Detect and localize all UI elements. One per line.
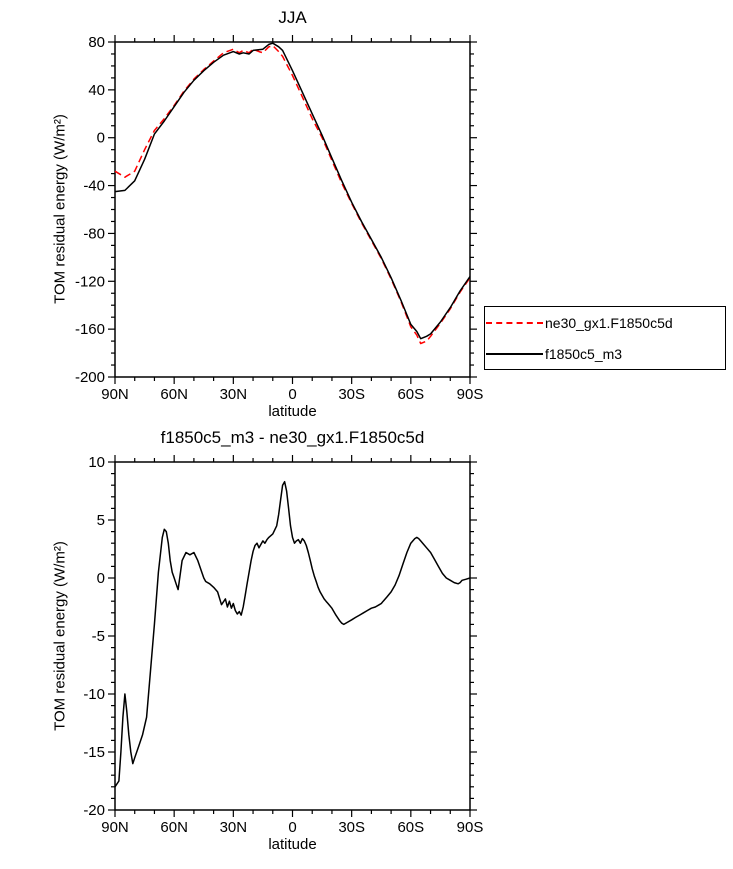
legend-entry-ne30: ne30_gx1.F1850c5d bbox=[485, 308, 725, 338]
y-tick-label: 80 bbox=[88, 34, 105, 51]
y-tick-label: 40 bbox=[88, 82, 105, 99]
x-tick-label: 0 bbox=[288, 386, 296, 403]
y-tick-label: 10 bbox=[88, 454, 105, 471]
y-tick-label: -40 bbox=[83, 178, 105, 195]
y-tick-label: -160 bbox=[75, 321, 105, 338]
x-tick-label: 90S bbox=[457, 819, 484, 836]
y-tick-label: 5 bbox=[97, 512, 105, 529]
x-tick-label: 90N bbox=[101, 819, 129, 836]
top-chart-title: JJA bbox=[278, 8, 307, 27]
y-tick-label: -200 bbox=[75, 369, 105, 386]
legend-dashed-line-sample bbox=[486, 321, 543, 324]
legend-label-f1850c5: f1850c5_m3 bbox=[545, 345, 623, 362]
legend-label-ne30: ne30_gx1.F1850c5d bbox=[545, 314, 673, 331]
x-tick-label: 60S bbox=[397, 386, 424, 403]
y-tick-label: -120 bbox=[75, 273, 105, 290]
x-tick-label: 90S bbox=[457, 386, 484, 403]
y-tick-label: -80 bbox=[83, 225, 105, 242]
plot-border bbox=[114, 41, 471, 378]
y-tick-label: -10 bbox=[83, 686, 105, 703]
series-line bbox=[114, 44, 471, 345]
bottom-chart-y-axis-label: TOM residual energy (W/m²) bbox=[51, 541, 69, 731]
legend-solid-line-sample bbox=[486, 352, 543, 355]
x-tick-label: 60S bbox=[397, 819, 424, 836]
series-line bbox=[114, 42, 471, 340]
top-chart-y-axis-label: TOM residual energy (W/m²) bbox=[51, 114, 69, 304]
top-chart-x-axis-label: latitude bbox=[268, 403, 317, 420]
y-tick-label: -20 bbox=[83, 802, 105, 819]
x-tick-label: 90N bbox=[101, 386, 129, 403]
y-tick-label: 0 bbox=[97, 570, 105, 587]
legend-entry-f1850c5: f1850c5_m3 bbox=[485, 339, 725, 369]
x-tick-label: 60N bbox=[160, 819, 188, 836]
x-tick-label: 30S bbox=[338, 819, 365, 836]
y-tick-label: 0 bbox=[97, 130, 105, 147]
bottom-chart-x-axis-label: latitude bbox=[268, 836, 317, 853]
x-tick-label: 30S bbox=[338, 386, 365, 403]
x-tick-label: 0 bbox=[288, 819, 296, 836]
chart-0: 90N 60N 30N 0 30S 60S 90S 80 40 0 -40 -80 -120 -160 -2… bbox=[75, 34, 483, 403]
legend-box: ne30_gx1.F1850c5d f1850c5_m3 bbox=[484, 306, 726, 370]
y-tick-label: -5 bbox=[92, 628, 105, 645]
bottom-chart-title: f1850c5_m3 - ne30_gx1.F1850c5d bbox=[160, 428, 425, 447]
chart-1: 90N 60N 30N 0 30S 60S 90S 10 5 0 -5 -10 -15 -20 bbox=[83, 454, 483, 836]
x-tick-label: 30N bbox=[220, 386, 248, 403]
y-tick-label: -15 bbox=[83, 744, 105, 761]
x-tick-label: 60N bbox=[160, 386, 188, 403]
x-tick-label: 30N bbox=[220, 819, 248, 836]
plot-border bbox=[114, 461, 471, 811]
series-line bbox=[114, 480, 471, 788]
